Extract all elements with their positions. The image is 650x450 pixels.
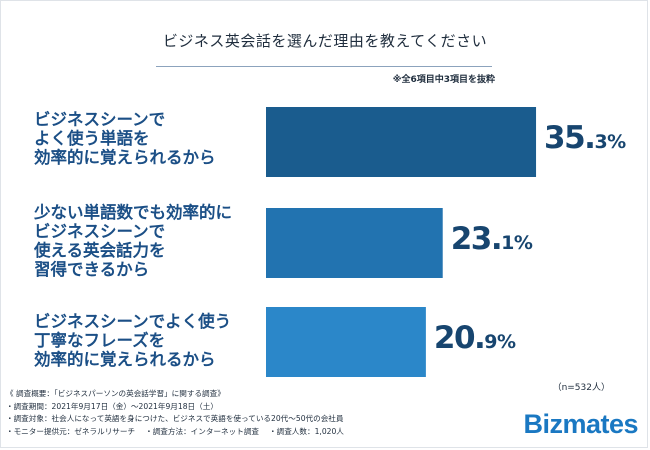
excerpt-note: ※全6項目中3項目を抜粋 xyxy=(392,75,495,85)
bar-3 xyxy=(266,307,426,377)
survey-overview: 《 調査概要：「ビジネスパーソンの英会話学習」に関する調査》 ・調査期間：202… xyxy=(6,388,436,438)
category-label-1: ビジネスシーンで よく使う単語を 効率的に覚えられるから xyxy=(34,110,264,167)
category-label-line: 丁寧なフレーズを xyxy=(34,331,166,350)
value-label-1: 35.3% xyxy=(544,120,626,156)
survey-details: ・モニター提供元：ゼネラルリサーチ ・調査方法：インターネット調査 ・調査人数：… xyxy=(6,426,344,436)
bar-2 xyxy=(266,208,443,278)
category-label-line: ビジネスシーンで xyxy=(34,222,166,241)
category-label-line: 効率的に覚えられるから xyxy=(34,350,216,369)
category-label-line: 使える英会話力を xyxy=(34,241,166,260)
value-label-number: 20. xyxy=(433,320,486,356)
value-label-3: 20.9% xyxy=(434,320,516,356)
survey-heading: 《 調査概要：「ビジネスパーソンの英会話学習」に関する調査》 xyxy=(6,389,225,398)
survey-period: ・調査期間：2021年9月17日（金）〜2021年9月18日（土） xyxy=(6,401,218,411)
bar-group xyxy=(266,107,537,377)
category-label-3: ビジネスシーンでよく使う 丁寧なフレーズを 効率的に覚えられるから xyxy=(34,312,264,369)
value-label-number: 35. xyxy=(544,120,596,156)
sample-size-note: （n=532人） xyxy=(552,383,610,393)
bizmates-logo: Bizmates xyxy=(523,409,638,439)
category-label-line: ビジネスシーンでよく使う xyxy=(34,312,232,331)
category-label-line: 少ない単語数でも効率的に xyxy=(34,203,232,222)
category-label-line: ビジネスシーンで xyxy=(34,110,166,129)
value-label-decimal: 1% xyxy=(501,232,533,254)
category-label-2: 少ない単語数でも効率的に ビジネスシーンで 使える英会話力を 習得できるから xyxy=(34,203,264,279)
category-label-line: 習得できるから xyxy=(34,260,150,279)
value-label-2: 23.1% xyxy=(451,221,533,257)
chart-title: ビジネス英会話を選んだ理由を教えてください xyxy=(162,32,488,50)
category-label-line: よく使う単語を xyxy=(34,129,150,148)
category-label-line: 効率的に覚えられるから xyxy=(34,148,216,167)
value-label-decimal: 3% xyxy=(594,131,626,153)
value-label-number: 23. xyxy=(450,221,503,257)
title-divider xyxy=(156,66,492,67)
survey-target: ・調査対象：社会人になって英語を身につけた、ビジネスで英語を使っている20代〜5… xyxy=(6,414,344,423)
value-label-decimal: 9% xyxy=(484,331,516,353)
bar-1 xyxy=(266,107,537,177)
